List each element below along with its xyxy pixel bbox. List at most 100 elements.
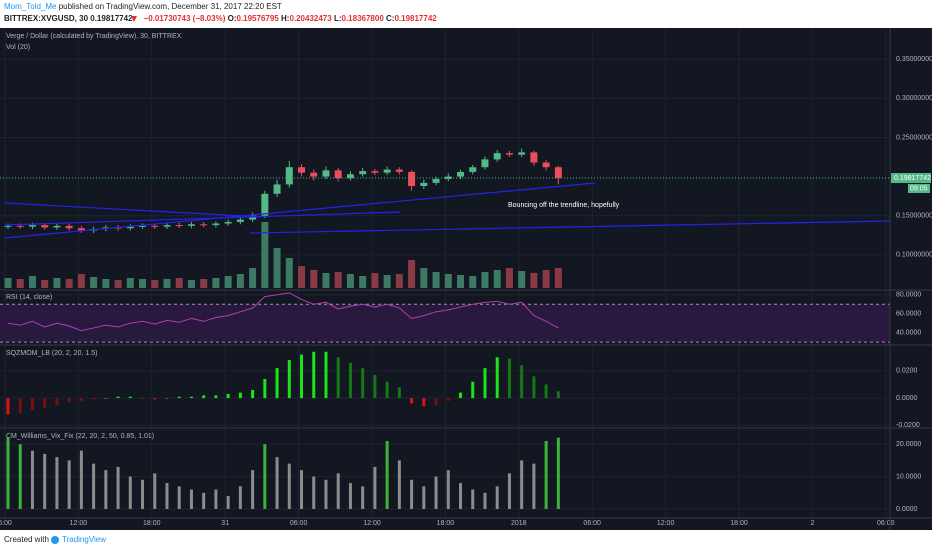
histogram-bar (177, 396, 181, 399)
candle-body (371, 171, 379, 173)
histogram-bar (385, 440, 389, 509)
histogram-bar (287, 463, 291, 509)
footer-bg (0, 530, 932, 550)
histogram-bar (275, 457, 279, 509)
histogram-bar (544, 440, 548, 509)
x-tick-label: 06:00 (290, 520, 308, 527)
publish-line: Mom_Told_Me published on TradingView.com… (4, 2, 282, 11)
histogram-bar (30, 450, 34, 509)
histogram-bar (141, 479, 145, 509)
y-tick-label: 40.0000 (896, 330, 921, 337)
x-tick-label: 18:00 (437, 520, 455, 527)
l-value: 0.18367800 (342, 14, 385, 23)
candle-body (187, 224, 195, 226)
histogram-bar (300, 354, 304, 399)
candle-body (212, 223, 220, 226)
candle-body (28, 225, 36, 227)
histogram-bar (556, 391, 560, 399)
volume-bar (53, 278, 61, 288)
candle-body (505, 153, 513, 155)
candle-body (346, 174, 354, 179)
histogram-bar (18, 444, 22, 509)
c-label: C: (386, 14, 394, 23)
candle-body (163, 225, 171, 227)
volume-bar (249, 268, 257, 288)
chart-bg (0, 28, 932, 530)
x-tick-label: 18:00 (143, 520, 161, 527)
trendlines (4, 182, 891, 239)
histogram-bar (507, 358, 511, 399)
histogram-bar (92, 463, 96, 509)
histogram-bar (410, 398, 414, 404)
price: 0.19817742 (90, 14, 133, 23)
histogram-bar (361, 368, 365, 399)
histogram-bar (43, 398, 47, 408)
last-price-label: 0.19817742 (894, 175, 931, 182)
author[interactable]: Mom_Told_Me (4, 2, 57, 11)
header-bg (0, 0, 932, 28)
volume-bar (298, 266, 306, 288)
candle-body (322, 170, 330, 177)
volume-bar (383, 275, 391, 288)
histogram-bar (104, 470, 108, 509)
brand[interactable]: TradingView (62, 535, 106, 544)
volume-bar (334, 272, 342, 288)
y-tick-label: 0.35000000 (896, 56, 932, 63)
x-tick-label: 12:00 (363, 520, 381, 527)
y-tick-label: 0.25000000 (896, 134, 932, 141)
down-arrow (131, 16, 137, 22)
candle-body (4, 225, 12, 227)
brand-logo[interactable] (51, 536, 59, 544)
histogram-bar (324, 479, 328, 509)
volume-bar (322, 273, 330, 288)
volume-bar (457, 275, 465, 288)
candle-body (432, 178, 440, 183)
histogram-bar (263, 444, 267, 509)
histogram-bar (348, 483, 352, 509)
candle-body (261, 193, 269, 216)
y-tick-label: 0.30000000 (896, 95, 932, 102)
volume-bar (420, 268, 428, 288)
symbol-line: BITTREX:XVGUSD, 30 0.19817742 −0.01730743… (4, 14, 437, 23)
candle-body (420, 182, 428, 186)
histogram-bar (373, 374, 377, 399)
histogram-bar (128, 396, 132, 399)
histogram-bar (410, 479, 414, 509)
volume-bar (90, 277, 98, 288)
candle-body (224, 221, 232, 224)
histogram-bar (116, 396, 120, 399)
volume-bar (408, 260, 416, 288)
y-tick-label: 0.15000000 (896, 213, 932, 220)
candle-body (249, 215, 257, 220)
histogram-bar (251, 470, 255, 509)
y-tick-label: 0.10000000 (896, 252, 932, 259)
last-price-box (891, 173, 931, 184)
candle-body (554, 167, 562, 179)
candle-body (395, 169, 403, 172)
histogram-bar (373, 466, 377, 509)
x-tick-label: 12:00 (70, 520, 88, 527)
volume-bar (554, 268, 562, 288)
histogram-bar (153, 473, 157, 509)
volume-bar (77, 274, 85, 288)
histogram-bar (520, 460, 524, 509)
candle-body (298, 167, 306, 173)
countdown-box (908, 184, 930, 194)
x-tick-label: 06:00 (583, 520, 601, 527)
histogram-bar (459, 392, 463, 399)
volume-bar (530, 273, 538, 288)
histogram-bar (6, 437, 10, 509)
o-label: O: (228, 14, 237, 23)
histogram-bar (434, 476, 438, 509)
histogram-bar (275, 368, 279, 399)
histogram-bar (165, 483, 169, 509)
candle-body (493, 153, 501, 160)
volume-bar (493, 270, 501, 288)
volume-bar (371, 273, 379, 288)
histogram-bar (507, 473, 511, 509)
candle-body (126, 226, 134, 229)
histogram-bar (153, 398, 157, 400)
candle-body (334, 170, 342, 179)
histogram-bar (397, 387, 401, 399)
volume-bar (139, 279, 147, 288)
